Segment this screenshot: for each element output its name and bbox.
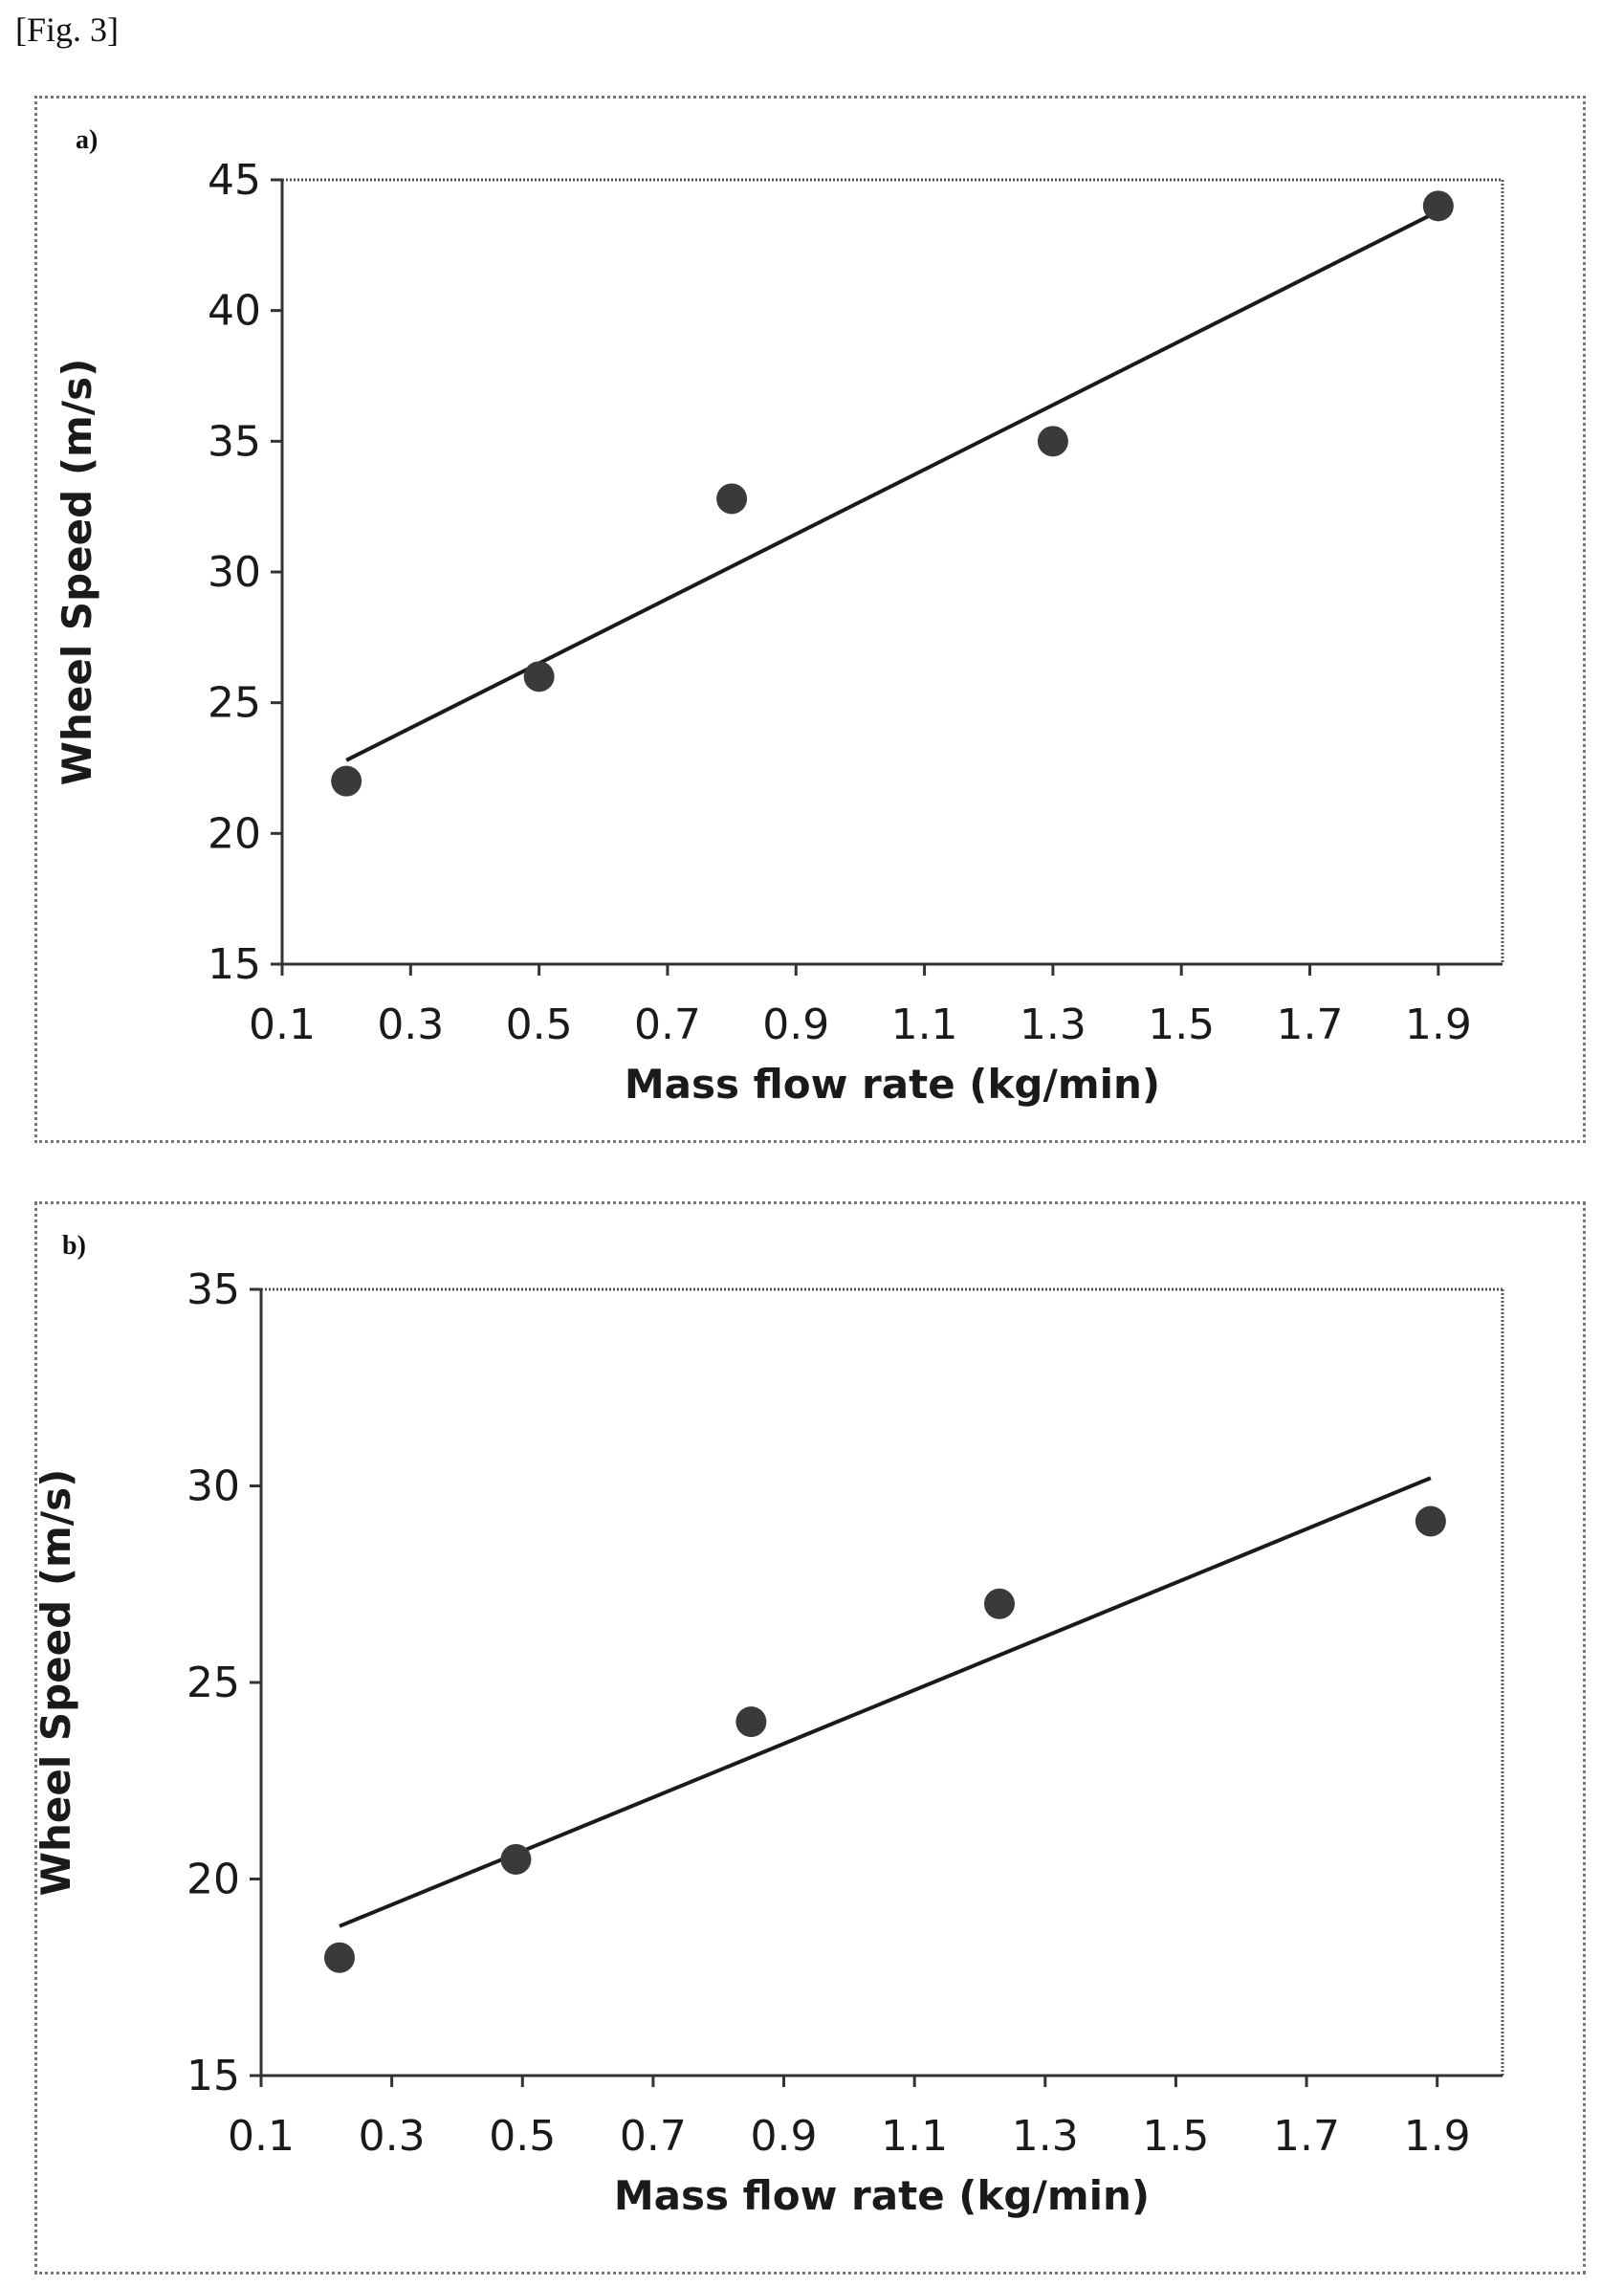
chart-a-x-axis-title: Mass flow rate (kg/min) — [625, 1061, 1160, 1108]
chart-b-x-tick-label: 1.5 — [1142, 2112, 1209, 2161]
chart-a-y-tick-label: 15 — [208, 940, 261, 989]
chart-a-x-tick-label: 1.3 — [1020, 1000, 1086, 1049]
chart-b-x-tick-label: 0.5 — [489, 2112, 556, 2161]
chart-b-x-tick-label: 0.1 — [228, 2112, 295, 2161]
chart-b-y-tick-label: 20 — [187, 1856, 240, 1904]
chart-a-x-tick-label: 0.9 — [762, 1000, 829, 1049]
chart-a-y-tick-label: 45 — [208, 156, 261, 205]
panel-label-b: b) — [62, 1231, 86, 1261]
chart-a-plot: 15 20 25 30 35 40 45 0.1 0.3 0.5 0.7 0.9 1.1 1.3 1.5 1.… — [54, 156, 1504, 1108]
chart-b-x-tick-label: 1.9 — [1404, 2112, 1471, 2161]
chart-b-x-tick-label: 1.7 — [1273, 2112, 1340, 2161]
chart-b-x-axis-title: Mass flow rate (kg/min) — [614, 2172, 1150, 2219]
chart-b-y-tick-label: 30 — [187, 1462, 240, 1511]
chart-b-data-point — [983, 1588, 1015, 1619]
chart-a-x-tick-label: 1.1 — [891, 1000, 958, 1049]
chart-a-y-tick-label: 20 — [208, 809, 261, 858]
chart-b-y-tick-label: 35 — [187, 1265, 240, 1314]
chart-b-y-tick-label: 25 — [187, 1659, 240, 1707]
chart-a-data-point — [716, 483, 748, 515]
chart-a-y-tick-label: 30 — [208, 548, 261, 597]
chart-a-y-tick-label: 35 — [208, 417, 261, 466]
chart-b-data-point — [735, 1706, 767, 1738]
chart-a-y-axis-title: Wheel Speed (m/s) — [54, 359, 100, 786]
chart-b-y-tick-label: 15 — [187, 2052, 240, 2100]
chart-a-data-point — [1422, 190, 1454, 222]
chart-b-data-point — [323, 1942, 355, 1973]
chart-b-y-axis-title: Wheel Speed (m/s) — [37, 1469, 79, 1897]
chart-a-x-tick-label: 0.5 — [506, 1000, 573, 1049]
panel-label-a: a) — [76, 125, 99, 155]
chart-a-x-tick-label: 0.1 — [249, 1000, 316, 1049]
chart-a-x-tick-label: 0.3 — [377, 1000, 444, 1049]
chart-a-data-point — [523, 661, 555, 692]
chart-panel-b: b) 15 20 25 30 35 0.1 0.3 0.5 0.7 0.9 1.1 1.3 1.5 1.7… — [34, 1201, 1586, 2275]
chart-b-x-tick-label: 0.3 — [359, 2112, 426, 2161]
chart-a-x-tick-label: 1.5 — [1148, 1000, 1215, 1049]
chart-a-x-tick-label: 0.7 — [634, 1000, 701, 1049]
chart-a-data-point — [1037, 426, 1068, 457]
chart-panel-a: a) 15 20 25 30 35 40 45 0.1 0.3 0.5 0.7 0.9 1.1 1.3 1.… — [34, 96, 1586, 1143]
chart-b-data-point — [1415, 1506, 1446, 1537]
chart-b-data-point — [500, 1843, 532, 1875]
chart-a-y-tick-label: 25 — [208, 679, 261, 728]
chart-a-x-tick-label: 1.9 — [1405, 1000, 1472, 1049]
chart-b-x-tick-label: 0.7 — [620, 2112, 687, 2161]
chart-b-x-tick-label: 1.3 — [1012, 2112, 1079, 2161]
chart-a-x-tick-label: 1.7 — [1277, 1000, 1344, 1049]
chart-b-x-tick-label: 0.9 — [751, 2112, 818, 2161]
chart-a-y-tick-label: 40 — [208, 287, 261, 336]
figure-caption: [Fig. 3] — [15, 11, 119, 49]
chart-b-x-tick-label: 1.1 — [881, 2112, 948, 2161]
chart-a-data-point — [331, 765, 362, 797]
chart-b-plot: 15 20 25 30 35 0.1 0.3 0.5 0.7 0.9 1.1 1.3 1.5 1.7 1.9… — [37, 1265, 1504, 2219]
chart-a-trendline — [345, 209, 1439, 762]
